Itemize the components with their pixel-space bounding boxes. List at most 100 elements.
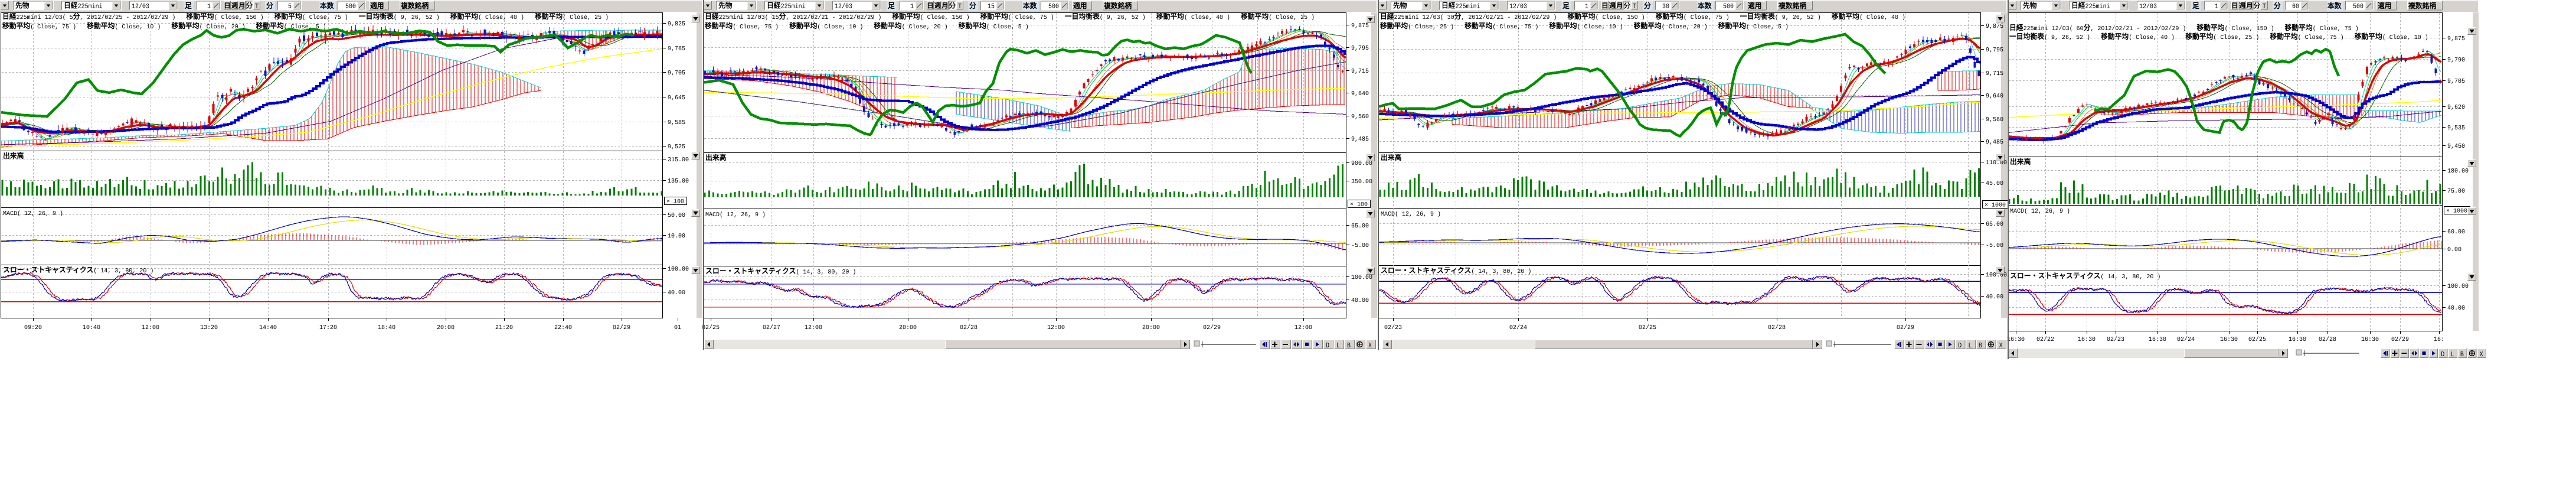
svg-text:02/24: 02/24	[1509, 324, 1527, 331]
svg-text:( Close, 20 ): ( Close, 20 )	[902, 24, 959, 31]
svg-text:12/03: 12/03	[835, 4, 852, 11]
svg-text:100.00: 100.00	[668, 266, 689, 273]
svg-text:12:00: 12:00	[142, 324, 159, 331]
svg-text:9,875: 9,875	[2447, 35, 2465, 43]
svg-text:( 14, 3, 80, 20 ): ( 14, 3, 80, 20 )	[2100, 274, 2160, 281]
svg-text:分: 分	[2084, 24, 2091, 32]
svg-text:1: 1	[910, 4, 914, 11]
svg-text:移動平均: 移動平均	[980, 12, 1008, 21]
svg-text:MACD( 12, 26, 9 ): MACD( 12, 26, 9 )	[1381, 211, 1441, 218]
svg-text:65.00: 65.00	[1986, 221, 2003, 228]
svg-text:スロー・ストキャスティクス: スロー・ストキャスティクス	[3, 266, 93, 274]
svg-text:( Close, 40 ): ( Close, 40 )	[478, 14, 535, 21]
svg-text:225mini: 225mini	[781, 4, 806, 11]
svg-text:18:40: 18:40	[378, 324, 395, 331]
svg-text:適用: 適用	[1073, 2, 1087, 10]
svg-text:60.00: 60.00	[2447, 229, 2465, 236]
svg-text:1: 1	[1585, 4, 1588, 11]
svg-text:20:00: 20:00	[899, 324, 917, 331]
svg-text:適用: 適用	[370, 2, 384, 10]
svg-text:75.00: 75.00	[2447, 188, 2465, 195]
svg-text:L: L	[1969, 341, 1972, 350]
svg-text:-5.00: -5.00	[1986, 242, 2003, 249]
svg-text:移動平均: 移動平均	[1567, 12, 1595, 21]
svg-text:D: D	[1958, 341, 1962, 350]
svg-text:移動平均: 移動平均	[256, 22, 284, 30]
svg-text:10:40: 10:40	[83, 324, 100, 331]
svg-text:, 2012/02/25 - 2012/02/29 ): , 2012/02/25 - 2012/02/29 )	[80, 14, 186, 21]
svg-text:02/24: 02/24	[2177, 336, 2195, 343]
svg-text:移動平均: 移動平均	[274, 12, 302, 21]
svg-text:02/28: 02/28	[960, 324, 978, 331]
svg-text:移動平均: 移動平均	[2101, 32, 2129, 41]
svg-text:( Close, 75 ): ( Close, 75 )	[1008, 14, 1065, 21]
svg-text:足: 足	[888, 1, 895, 10]
svg-text:225mini 12/03( 5: 225mini 12/03( 5	[17, 14, 73, 21]
svg-text:21:20: 21:20	[495, 324, 513, 331]
svg-text:移動平均: 移動平均	[1549, 22, 1577, 30]
svg-text:分: 分	[949, 2, 956, 10]
svg-text:移動平均: 移動平均	[789, 22, 817, 30]
svg-text:12/03: 12/03	[1509, 4, 1527, 11]
svg-text:移動平均: 移動平均	[959, 22, 986, 30]
svg-text:16:30: 16:30	[2220, 336, 2238, 343]
svg-text:225mini: 225mini	[78, 4, 103, 11]
svg-text:( Close, 40 ): ( Close, 40 )	[2129, 34, 2185, 41]
svg-text:( Close, 150 ): ( Close, 150 )	[2225, 25, 2285, 32]
svg-text:16:30: 16:30	[2289, 336, 2306, 343]
svg-text:日: 日	[1601, 2, 1609, 10]
svg-text:( Close, 5 ): ( Close, 5 )	[1746, 24, 1789, 31]
svg-text:T: T	[958, 4, 962, 11]
svg-text:× 1000: × 1000	[1985, 203, 2006, 209]
svg-text:× 100: × 100	[1350, 202, 1368, 209]
svg-text:( Close, 10 ): ( Close, 10 )	[2382, 34, 2428, 41]
svg-text:9,560: 9,560	[1986, 116, 2003, 123]
svg-text:02/23: 02/23	[2107, 336, 2124, 343]
svg-text:16:30: 16:30	[2361, 336, 2379, 343]
svg-text:12:00: 12:00	[1294, 324, 1312, 331]
svg-text:スロー・ストキャスティクス: スロー・ストキャスティクス	[705, 267, 796, 275]
svg-text:出来高: 出来高	[2010, 158, 2031, 166]
svg-text:9,715: 9,715	[1986, 70, 2003, 77]
svg-text:分: 分	[1454, 12, 1462, 21]
svg-text:移動平均: 移動平均	[1634, 22, 1662, 30]
svg-text:適用: 適用	[1748, 2, 1762, 10]
svg-text:22:40: 22:40	[554, 324, 572, 331]
svg-text:移動平均: 移動平均	[1464, 22, 1492, 30]
svg-text:9,795: 9,795	[1351, 45, 1369, 52]
svg-text:L: L	[1336, 341, 1340, 350]
svg-text:, 2012/02/21 - 2012/02/29 ): , 2012/02/21 - 2012/02/29 )	[1461, 14, 1567, 21]
svg-text:9,645: 9,645	[668, 95, 685, 102]
svg-text:02/28: 02/28	[2319, 336, 2336, 343]
svg-text:5: 5	[288, 4, 292, 11]
svg-text:週: 週	[1609, 2, 1616, 10]
svg-text:X: X	[1368, 341, 1372, 350]
svg-text:分: 分	[246, 2, 253, 10]
svg-text:45.00: 45.00	[1986, 180, 2003, 187]
svg-text:100.00: 100.00	[2447, 283, 2469, 290]
svg-text:移動平均: 移動平均	[2185, 32, 2213, 41]
svg-text:移動平均: 移動平均	[1656, 12, 1683, 21]
svg-text:( Close, 150 ): ( Close, 150 )	[920, 14, 980, 21]
svg-text:( Close, 75 ): ( Close, 75 )	[30, 24, 87, 31]
svg-text:40.00: 40.00	[2447, 305, 2465, 312]
svg-text:500: 500	[2353, 4, 2363, 11]
svg-text:225mini: 225mini	[2085, 4, 2110, 11]
svg-text:02/27: 02/27	[763, 324, 780, 331]
svg-text:225mini 12/03( 15: 225mini 12/03( 15	[719, 14, 779, 21]
svg-text:9,715: 9,715	[1351, 68, 1369, 75]
svg-text:移動平均: 移動平均	[171, 22, 199, 30]
svg-text:適用: 適用	[2378, 2, 2392, 10]
svg-text:( Close, 10 ): ( Close, 10 )	[1577, 24, 1634, 31]
svg-text:315.00: 315.00	[668, 157, 689, 164]
svg-text:9,640: 9,640	[1351, 90, 1369, 97]
svg-text:( Close, 10 ): ( Close, 10 )	[817, 24, 874, 31]
svg-text:分: 分	[2274, 1, 2281, 10]
svg-text:( Close, 25 ): ( Close, 25 )	[1269, 14, 1315, 21]
svg-text:100.00: 100.00	[1351, 274, 1372, 281]
svg-text:20:00: 20:00	[1142, 324, 1160, 331]
svg-text:9,485: 9,485	[1986, 139, 2003, 146]
svg-text:スロー・ストキャスティクス: スロー・ストキャスティクス	[1381, 266, 1471, 275]
svg-text:40.00: 40.00	[1351, 297, 1369, 304]
svg-text:20:00: 20:00	[437, 324, 455, 331]
